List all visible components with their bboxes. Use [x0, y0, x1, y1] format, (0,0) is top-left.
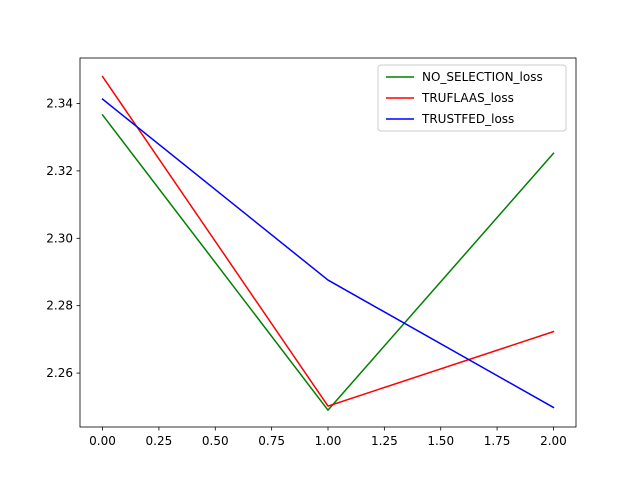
- x-tick-label: 1.75: [484, 434, 511, 448]
- series-line-2: [101, 98, 555, 409]
- y-axis: 2.26 2.28 2.30 2.32 2.34: [46, 96, 80, 380]
- x-tick-label: 0.25: [146, 434, 173, 448]
- series-layer: [101, 75, 555, 411]
- legend-box: [377, 64, 567, 132]
- x-tick-label: 1.50: [427, 434, 454, 448]
- y-tick-label: 2.32: [46, 164, 73, 178]
- legend-label-2: TRUSTFED_loss: [421, 112, 514, 126]
- series-line-0: [101, 113, 555, 411]
- y-tick-label: 2.30: [46, 231, 73, 245]
- x-tick-label: 0.00: [89, 434, 116, 448]
- legend-label-0: NO_SELECTION_loss: [422, 70, 543, 84]
- y-tick-label: 2.26: [46, 366, 73, 380]
- x-axis: 0.00 0.25 0.50 0.75 1.00 1.25 1.50 1.75 2.00: [89, 427, 567, 448]
- y-tick-label: 2.34: [46, 96, 73, 110]
- legend: NO_SELECTION_loss TRUFLAAS_loss TRUSTFED_l…: [377, 64, 567, 132]
- x-tick-label: 1.00: [315, 434, 342, 448]
- x-tick-label: 0.50: [202, 434, 229, 448]
- x-tick-label: 0.75: [258, 434, 285, 448]
- series-line-1: [101, 75, 555, 407]
- x-tick-label: 1.25: [371, 434, 398, 448]
- x-tick-label: 2.00: [540, 434, 567, 448]
- legend-label-1: TRUFLAAS_loss: [421, 91, 514, 105]
- y-tick-label: 2.28: [46, 299, 73, 313]
